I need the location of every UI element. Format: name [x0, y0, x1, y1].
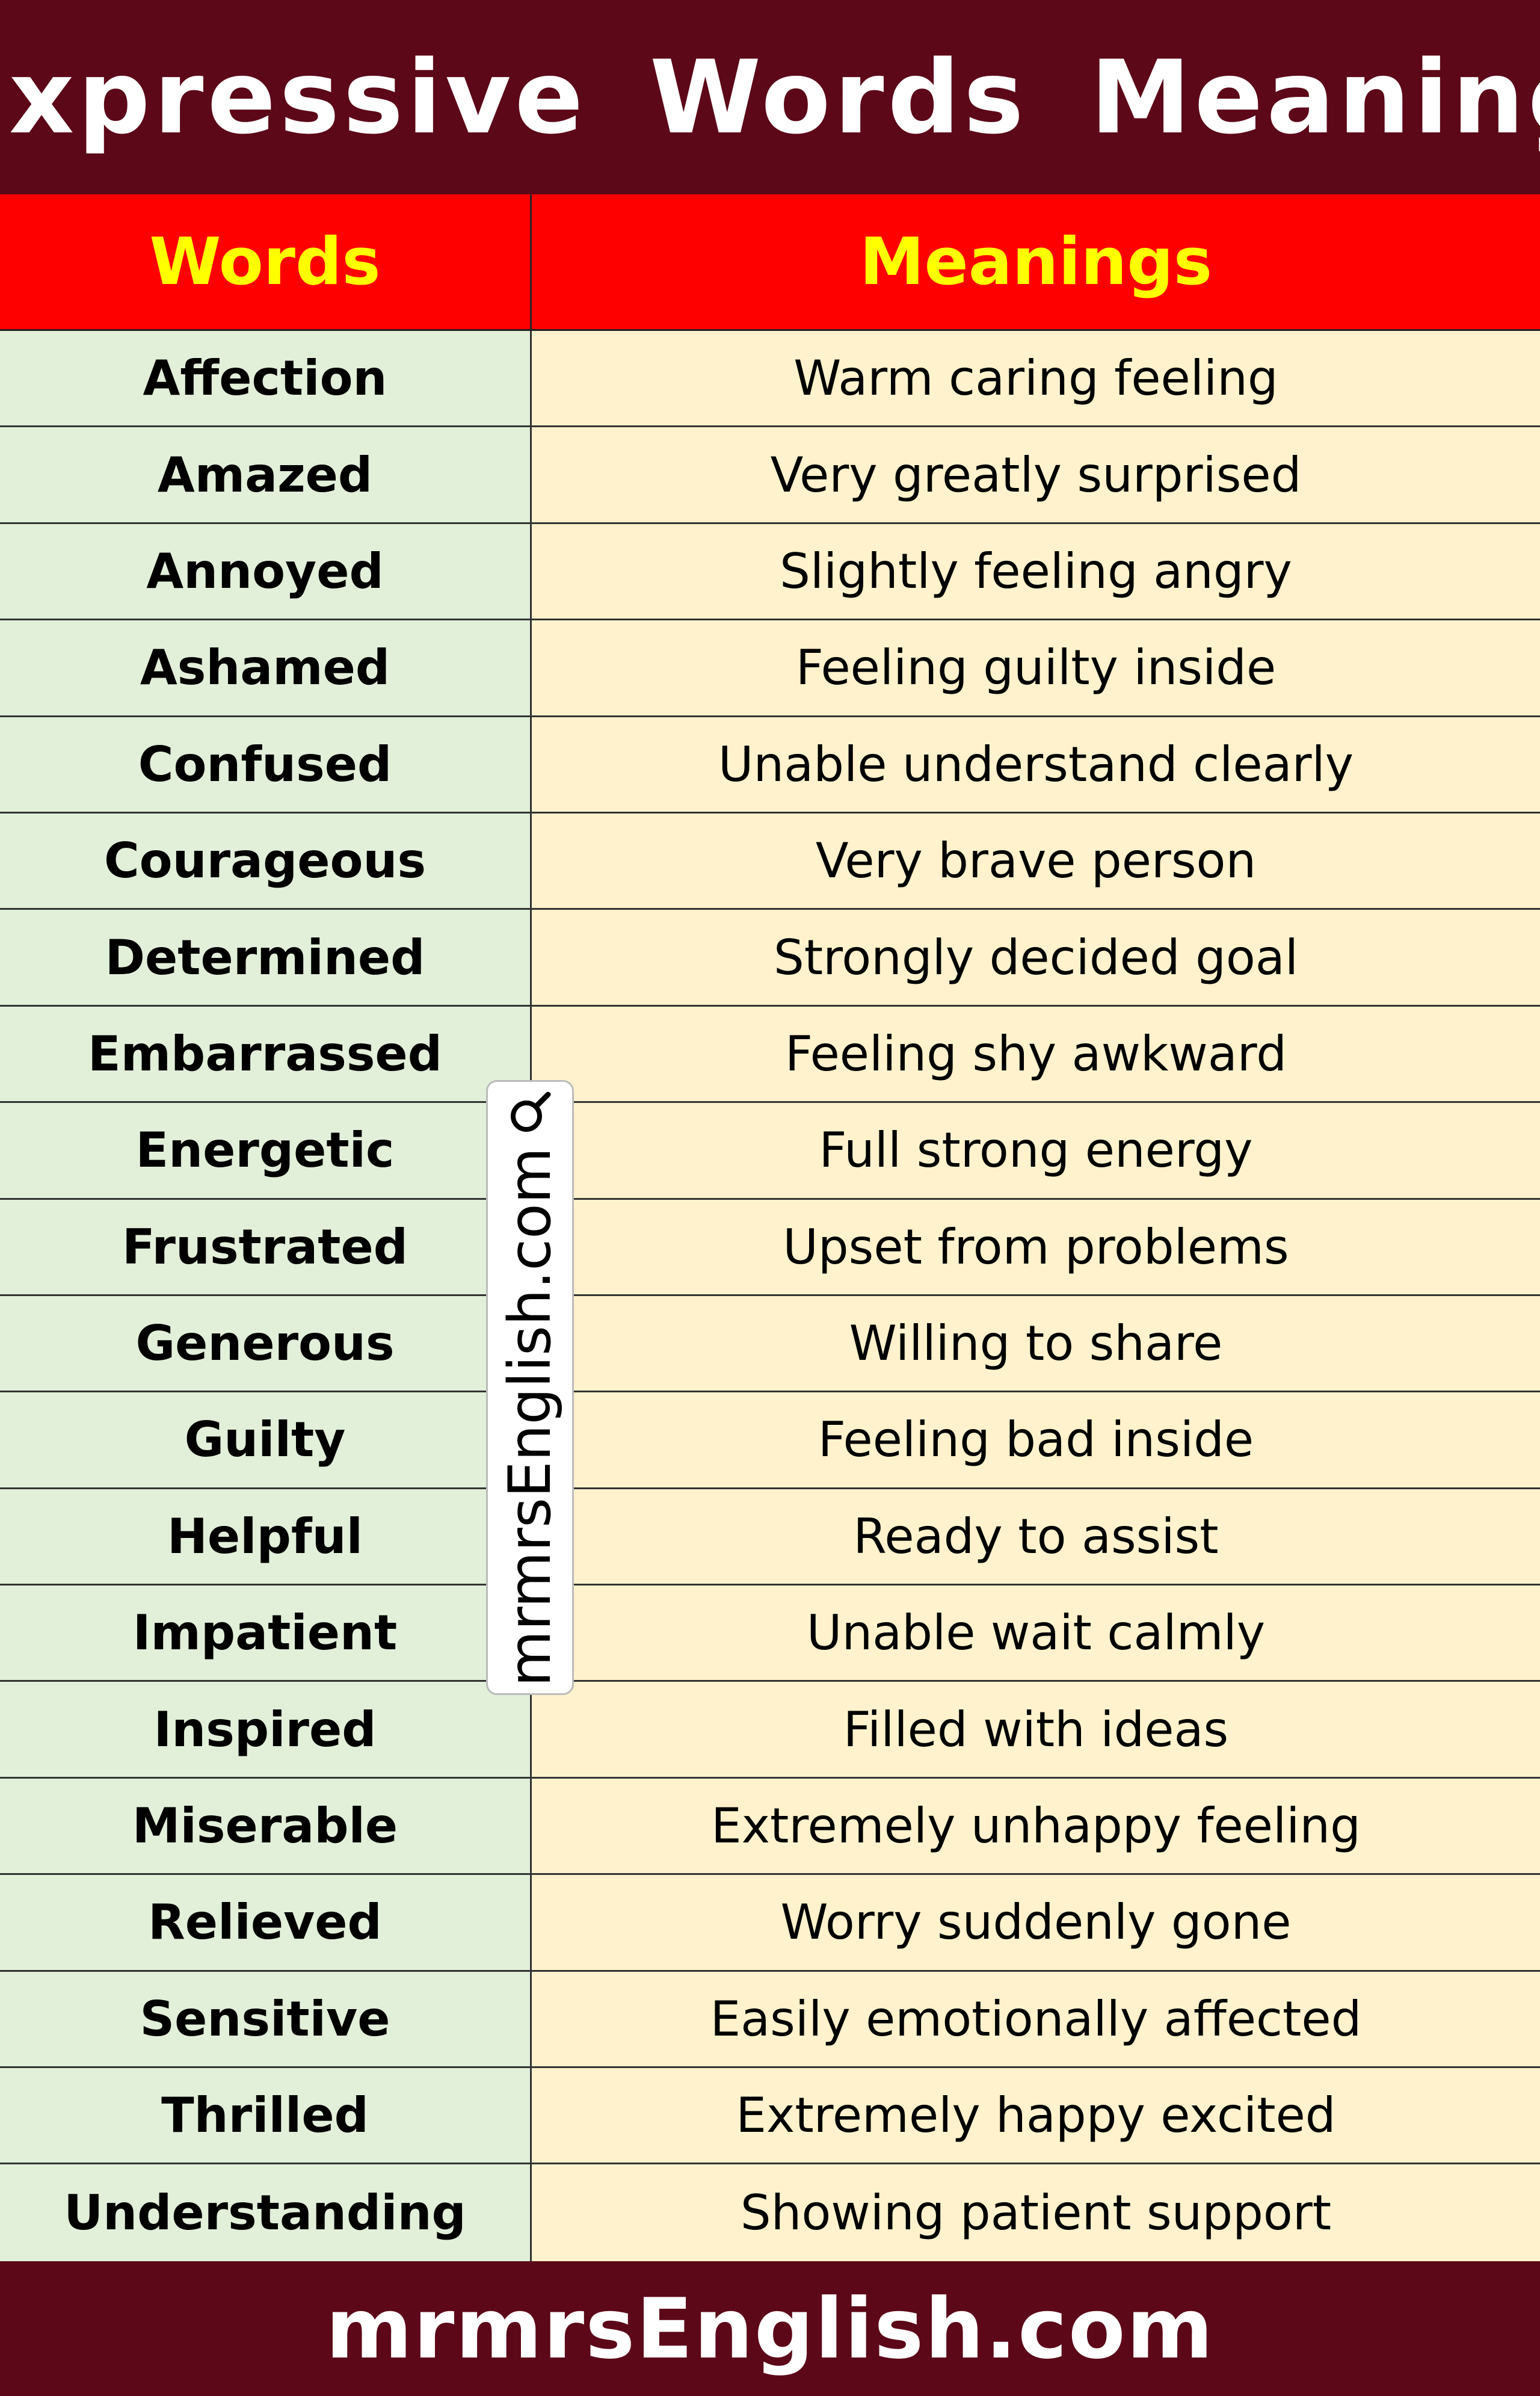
- word-cell: Thrilled: [0, 2068, 532, 2163]
- table-row: Sensitive Easily emotionally affected: [0, 1971, 1540, 2069]
- word-cell: Impatient: [0, 1585, 532, 1681]
- table-row: Annoyed Slightly feeling angry: [0, 523, 1540, 621]
- meaning-cell: Very brave person: [532, 813, 1540, 909]
- table-body: Affection Warm caring feeling Amazed Very g…: [0, 331, 1540, 2261]
- header-meanings: Meanings: [860, 224, 1212, 300]
- table-row: Courageous Very brave person: [0, 813, 1540, 910]
- meaning-cell: Unable understand clearly: [532, 717, 1540, 812]
- table-row: Thrilled Extremely happy excited: [0, 2068, 1540, 2165]
- meaning-cell: Filled with ideas: [532, 1682, 1540, 1777]
- word-cell: Affection: [0, 331, 532, 426]
- word-cell: Ashamed: [0, 620, 532, 715]
- word-cell: Relieved: [0, 1875, 532, 1970]
- table-row: Helpful Ready to assist: [0, 1489, 1540, 1586]
- word-cell: Annoyed: [0, 523, 532, 619]
- word-cell: Generous: [0, 1295, 532, 1391]
- table-row: Guilty Feeling bad inside: [0, 1392, 1540, 1489]
- table-row: Embarrassed Feeling shy awkward: [0, 1006, 1540, 1104]
- meaning-cell: Strongly decided goal: [532, 910, 1540, 1005]
- table-row: Ashamed Feeling guilty inside: [0, 620, 1540, 717]
- table-row: Understanding Showing patient support: [0, 2164, 1540, 2261]
- word-cell: Understanding: [0, 2164, 532, 2261]
- table-row: Relieved Worry suddenly gone: [0, 1875, 1540, 1972]
- meaning-cell: Easily emotionally affected: [532, 1971, 1540, 2067]
- table-row: Energetic Full strong energy: [0, 1103, 1540, 1200]
- word-cell: Energetic: [0, 1103, 532, 1198]
- title-banner: Expressive Words Meaning: [0, 0, 1540, 194]
- word-cell: Miserable: [0, 1778, 532, 1874]
- table-row: Miserable Extremely unhappy feeling: [0, 1778, 1540, 1876]
- meaning-cell: Willing to share: [532, 1295, 1540, 1391]
- meaning-cell: Warm caring feeling: [532, 331, 1540, 426]
- table-row: Confused Unable understand clearly: [0, 717, 1540, 814]
- vocabulary-table: Words Meanings Affection Warm caring feel…: [0, 194, 1540, 2261]
- word-cell: Amazed: [0, 427, 532, 522]
- watermark-text: mrmrsEnglish.com: [496, 1147, 564, 1687]
- table-row: Amazed Very greatly surprised: [0, 427, 1540, 524]
- word-cell: Frustrated: [0, 1199, 532, 1294]
- meaning-cell: Ready to assist: [532, 1489, 1540, 1584]
- word-cell: Sensitive: [0, 1971, 532, 2067]
- meaning-cell: Full strong energy: [532, 1103, 1540, 1198]
- table-row: Impatient Unable wait calmly: [0, 1585, 1540, 1682]
- table-row: Inspired Filled with ideas: [0, 1682, 1540, 1779]
- word-cell: Confused: [0, 717, 532, 812]
- table-header-row: Words Meanings: [0, 194, 1540, 331]
- table-row: Frustrated Upset from problems: [0, 1199, 1540, 1296]
- meaning-cell: Very greatly surprised: [532, 427, 1540, 522]
- table-row: Determined Strongly decided goal: [0, 910, 1540, 1007]
- meaning-cell: Unable wait calmly: [532, 1585, 1540, 1681]
- meaning-cell: Feeling bad inside: [532, 1392, 1540, 1487]
- meaning-cell: Extremely unhappy feeling: [532, 1778, 1540, 1874]
- meaning-cell: Feeling guilty inside: [532, 620, 1540, 715]
- word-cell: Determined: [0, 910, 532, 1005]
- word-cell: Helpful: [0, 1489, 532, 1584]
- meaning-cell: Extremely happy excited: [532, 2068, 1540, 2163]
- footer-banner: mrmrsEnglish.com: [0, 2261, 1540, 2396]
- word-cell: Embarrassed: [0, 1006, 532, 1102]
- meaning-cell: Upset from problems: [532, 1199, 1540, 1294]
- word-cell: Inspired: [0, 1682, 532, 1777]
- page-title: Expressive Words Meaning: [0, 38, 1540, 156]
- meaning-cell: Slightly feeling angry: [532, 523, 1540, 619]
- meaning-cell: Showing patient support: [532, 2164, 1540, 2261]
- footer-website: mrmrsEnglish.com: [325, 2280, 1215, 2377]
- watermark-badge: mrmrsEnglish.com: [486, 1080, 574, 1695]
- word-cell: Courageous: [0, 813, 532, 909]
- header-words: Words: [0, 194, 532, 329]
- meaning-cell: Worry suddenly gone: [532, 1875, 1540, 1970]
- word-cell: Guilty: [0, 1392, 532, 1487]
- meaning-cell: Feeling shy awkward: [532, 1006, 1540, 1102]
- search-icon: [511, 1091, 551, 1132]
- table-row: Affection Warm caring feeling: [0, 331, 1540, 428]
- table-row: Generous Willing to share: [0, 1295, 1540, 1393]
